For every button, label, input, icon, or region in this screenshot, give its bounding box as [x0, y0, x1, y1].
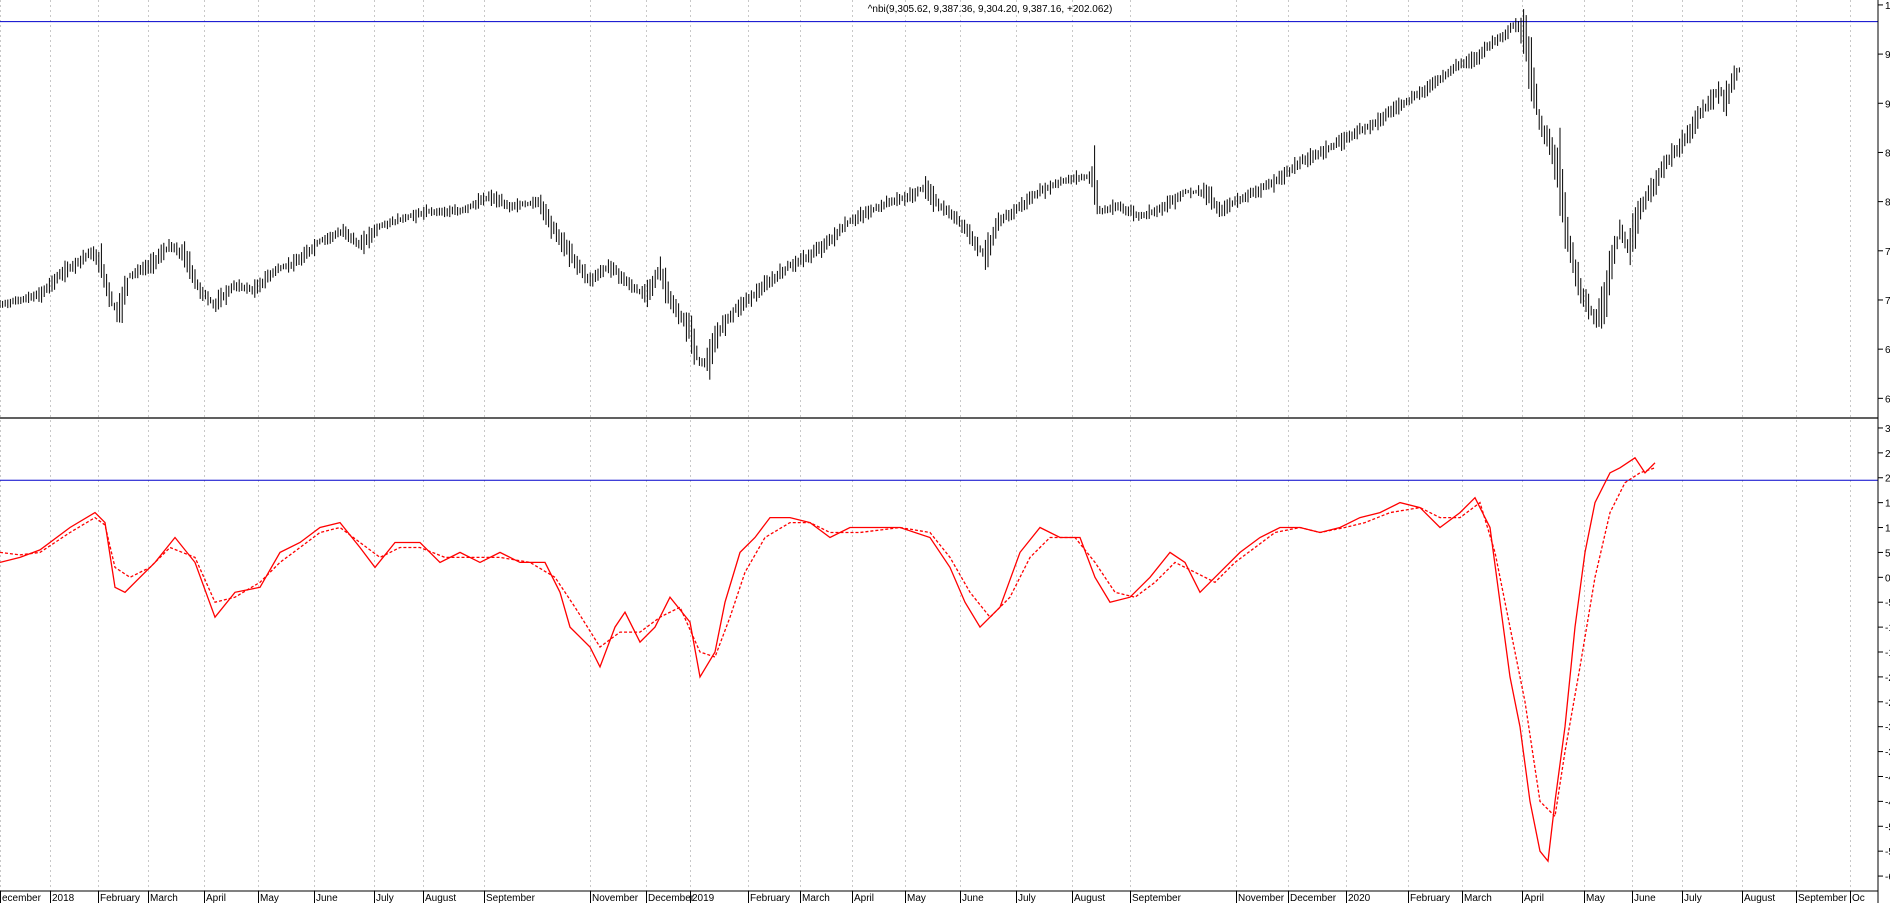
price-bars: [0, 9, 1740, 380]
oscillator-tick-label: -550: [1885, 847, 1890, 858]
oscillator-tick-label: -450: [1885, 797, 1890, 808]
x-tick-label: August: [425, 893, 456, 903]
oscillator-tick-label: -600: [1885, 872, 1890, 883]
oscillator-tick-label: 250: [1885, 449, 1890, 460]
price-tick-label: 10000: [1885, 1, 1890, 12]
x-tick-label: April: [1524, 893, 1544, 903]
x-tick-label: September: [1132, 893, 1182, 903]
x-tick-label: March: [1464, 893, 1492, 903]
x-tick-label: May: [260, 893, 279, 903]
price-tick-label: 7000: [1885, 296, 1890, 307]
price-tick-label: 7500: [1885, 247, 1890, 258]
oscillator-tick-label: -300: [1885, 723, 1890, 734]
x-tick-label: September: [1798, 893, 1848, 903]
x-tick-label: December: [648, 893, 695, 903]
oscillator-tick-label: -50: [1885, 598, 1890, 609]
price-tick-label: 8500: [1885, 148, 1890, 159]
x-tick-label: 2018: [52, 893, 75, 903]
price-tick-label: 6500: [1885, 345, 1890, 356]
x-tick-label: August: [1744, 893, 1775, 903]
x-tick-label: November: [592, 893, 639, 903]
oscillator-tick-label: -200: [1885, 673, 1890, 684]
x-tick-label: August: [1074, 893, 1105, 903]
oscillator-axis: 300 250 200 150 100 50 0 -50 -100 -150 -200 -250 -30…: [1878, 424, 1890, 883]
x-tick-label: March: [802, 893, 830, 903]
oscillator-tick-label: -400: [1885, 772, 1890, 783]
x-tick-label: February: [100, 893, 140, 903]
chart-title: ^nbi(9,305.62, 9,387.36, 9,304.20, 9,387…: [868, 4, 1113, 15]
x-tick-label: September: [486, 893, 536, 903]
oscillator-tick-label: 100: [1885, 524, 1890, 535]
oscillator-tick-label: 200: [1885, 474, 1890, 485]
oscillator-signal-line: [0, 467, 1656, 818]
x-tick-label: April: [206, 893, 226, 903]
x-tick-label: June: [962, 893, 984, 903]
x-tick-label: 2019: [692, 893, 715, 903]
x-tick-label: February: [750, 893, 790, 903]
x-tick-label: May: [907, 893, 926, 903]
oscillator-tick-label: 300: [1885, 424, 1890, 435]
x-tick-label: May: [1586, 893, 1605, 903]
oscillator-tick-label: -100: [1885, 623, 1890, 634]
x-tick-label: Oc: [1852, 893, 1865, 903]
oscillator-tick-label: -150: [1885, 648, 1890, 659]
x-tick-label: April: [854, 893, 874, 903]
x-tick-label: July: [1684, 893, 1702, 903]
oscillator-main-line: [0, 456, 1656, 863]
price-axis: 6000 6500 7000 7500 8000 8500 9000 9500 10000: [1878, 1, 1890, 405]
oscillator-tick-label: 0: [1885, 573, 1890, 584]
x-axis: ecember 2018 February March April May June July…: [0, 891, 1865, 903]
x-tick-label: June: [316, 893, 338, 903]
oscillator-tick-label: -350: [1885, 748, 1890, 759]
x-tick-label: July: [376, 893, 394, 903]
x-tick-label: December: [1290, 893, 1337, 903]
oscillator-tick-label: -250: [1885, 698, 1890, 709]
oscillator-tick-label: -500: [1885, 822, 1890, 833]
x-tick-label: March: [150, 893, 178, 903]
x-tick-label: July: [1018, 893, 1036, 903]
oscillator-lines: [0, 456, 1656, 863]
oscillator-tick-label: 50: [1885, 548, 1890, 559]
x-tick-label: November: [1238, 893, 1285, 903]
price-tick-label: 9000: [1885, 99, 1890, 110]
price-tick-label: 9500: [1885, 50, 1890, 61]
oscillator-tick-label: 150: [1885, 499, 1890, 510]
x-tick-label: 2020: [1348, 893, 1371, 903]
vertical-gridlines: [0, 0, 1851, 891]
price-tick-label: 8000: [1885, 198, 1890, 209]
price-tick-label: 6000: [1885, 394, 1890, 405]
x-tick-label: February: [1410, 893, 1450, 903]
x-tick-label: ecember: [2, 893, 42, 903]
x-tick-label: June: [1634, 893, 1656, 903]
